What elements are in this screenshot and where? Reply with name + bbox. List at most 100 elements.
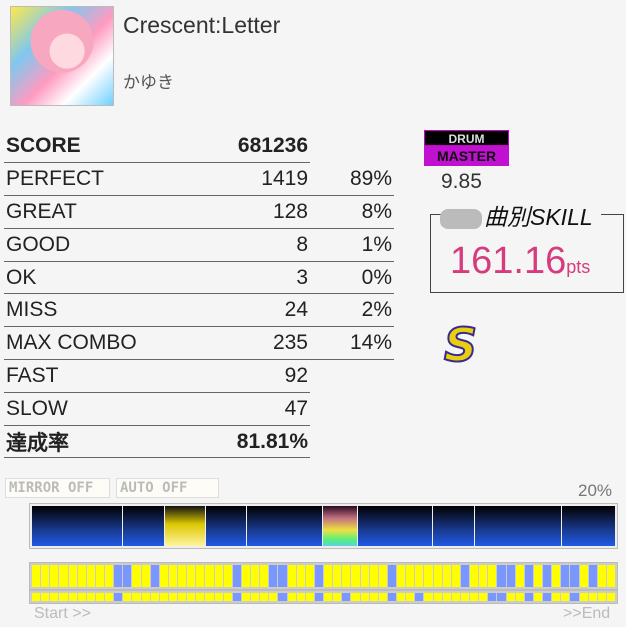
timeline-cell [351,593,360,601]
stat-row: GOOD 8 1% [4,228,394,262]
timeline-cell [251,565,260,587]
timeline-cell [59,593,68,601]
timeline-cell [360,593,369,601]
stat-row: GREAT 128 8% [4,195,394,229]
timeline-cell [150,593,159,601]
drum-icon [440,208,482,229]
timeline-cell [415,593,424,601]
timeline-cell [305,593,314,601]
song-artist: かゆき [123,73,174,92]
stat-label: SLOW [4,392,216,426]
timeline-cell [141,565,150,587]
stat-percent [310,392,394,425]
timeline-cell [105,565,114,587]
timeline-cell [278,593,287,601]
timeline-cell [41,593,50,601]
stat-value: 128 [216,195,310,229]
timeline-cell [515,593,524,601]
timeline-cell [597,593,606,601]
mirror-option: MIRROR OFF [5,478,110,498]
timeline-cell [68,565,77,587]
stat-label: SCORE [4,130,216,164]
timeline-cell [543,565,552,587]
timeline-cell [424,565,433,587]
timeline-cell [187,593,196,601]
stat-value: 8 [216,228,310,262]
timeline-cell [132,565,141,587]
section-bar [562,506,616,546]
timeline-cell [159,565,168,587]
stats-table: SCORE 681236 PERFECT 1419 89% GREAT 128 8% GOOD 8… [4,130,394,459]
timeline-cell [278,565,287,587]
timeline-cell [114,565,123,587]
timeline-bottom [29,590,618,604]
timeline-cell [479,593,488,601]
stat-percent: 1% [310,228,394,262]
timeline-cell [333,593,342,601]
timeline-cell [415,565,424,587]
skill-label: 曲別SKILL [440,198,593,232]
timeline-cell [433,593,442,601]
stat-label: MAX COMBO [4,326,216,361]
skill-unit: pts [566,257,591,277]
song-title: Crescent:Letter [123,12,281,38]
stat-row: MISS 24 2% [4,293,394,328]
stat-value: 681236 [216,130,310,164]
timeline-cell [479,565,488,587]
stat-row: MAX COMBO 235 14% [4,326,394,361]
timeline-cell [305,565,314,587]
timeline-cell [223,593,232,601]
timeline-cell [552,565,561,587]
timeline-cell [68,593,77,601]
timeline-cell [533,593,542,601]
timeline-cell [296,565,305,587]
timeline-cell [150,565,159,587]
stat-row: SCORE 681236 [4,130,394,164]
timeline-cell [123,565,132,587]
stat-percent [310,130,394,163]
end-label: >>End [563,605,611,622]
timeline-cell [606,593,615,601]
stat-percent: 14% [310,326,394,361]
timeline-cell [397,593,406,601]
timeline-cell [159,593,168,601]
timeline-cell [324,593,333,601]
skill-points: 161.16 [450,240,567,282]
timeline-cell [223,565,232,587]
timeline-cell [387,593,396,601]
timeline-cell [205,565,214,587]
timeline-cell [524,593,533,601]
section-bar [246,506,322,546]
timeline-cell [470,565,479,587]
rank-badge: S [443,317,478,373]
stat-row: PERFECT 1419 89% [4,162,394,197]
stat-row: 達成率 81.81% [4,425,394,459]
start-label: Start >> [34,605,91,622]
timeline-cell [506,593,515,601]
timeline-cell [105,593,114,601]
section-graph [29,503,618,549]
timeline-cell [579,565,588,587]
timeline-cell [214,565,223,587]
timeline-cell [597,565,606,587]
timeline-cell [424,593,433,601]
timeline-cell [406,593,415,601]
timeline-cell [497,565,506,587]
stat-label: PERFECT [4,162,216,197]
timeline-cell [269,565,278,587]
difficulty-level: 9.85 [441,170,482,193]
difficulty-name: MASTER [424,146,509,166]
timeline-cell [570,565,579,587]
timeline-cell [168,565,177,587]
stat-label: FAST [4,359,216,393]
timeline-cell [141,593,150,601]
timeline-cell [314,565,323,587]
section-bar [433,506,474,546]
timeline-cell [506,565,515,587]
timeline-cell [269,593,278,601]
skill-value: 161.16pts [450,240,590,283]
timeline-cell [588,565,597,587]
timeline-cell [533,565,542,587]
timeline-cell [515,565,524,587]
auto-option: AUTO OFF [116,478,219,498]
